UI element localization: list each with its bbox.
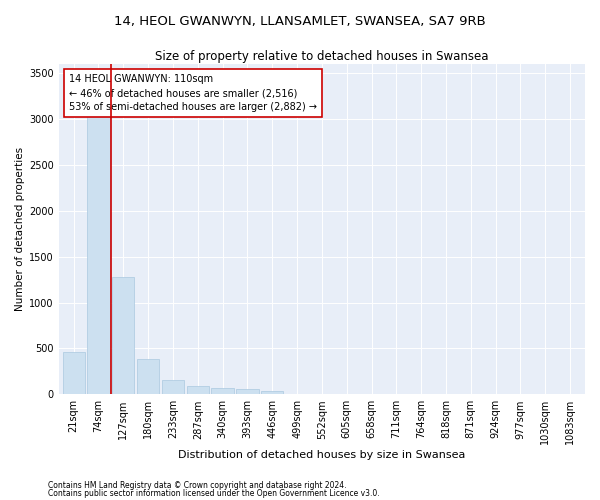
Bar xyxy=(261,390,283,394)
Text: 14, HEOL GWANWYN, LLANSAMLET, SWANSEA, SA7 9RB: 14, HEOL GWANWYN, LLANSAMLET, SWANSEA, S… xyxy=(114,15,486,28)
Bar xyxy=(211,388,234,394)
X-axis label: Distribution of detached houses by size in Swansea: Distribution of detached houses by size … xyxy=(178,450,466,460)
Y-axis label: Number of detached properties: Number of detached properties xyxy=(15,147,25,312)
Bar xyxy=(137,358,160,394)
Bar xyxy=(162,380,184,394)
Text: Contains HM Land Registry data © Crown copyright and database right 2024.: Contains HM Land Registry data © Crown c… xyxy=(48,480,347,490)
Text: Contains public sector information licensed under the Open Government Licence v3: Contains public sector information licen… xyxy=(48,489,380,498)
Bar xyxy=(187,386,209,394)
Bar xyxy=(112,277,134,394)
Bar xyxy=(236,390,259,394)
Title: Size of property relative to detached houses in Swansea: Size of property relative to detached ho… xyxy=(155,50,488,63)
Bar xyxy=(62,352,85,395)
Bar xyxy=(88,80,110,394)
Text: 14 HEOL GWANWYN: 110sqm
← 46% of detached houses are smaller (2,516)
53% of semi: 14 HEOL GWANWYN: 110sqm ← 46% of detache… xyxy=(70,74,317,112)
